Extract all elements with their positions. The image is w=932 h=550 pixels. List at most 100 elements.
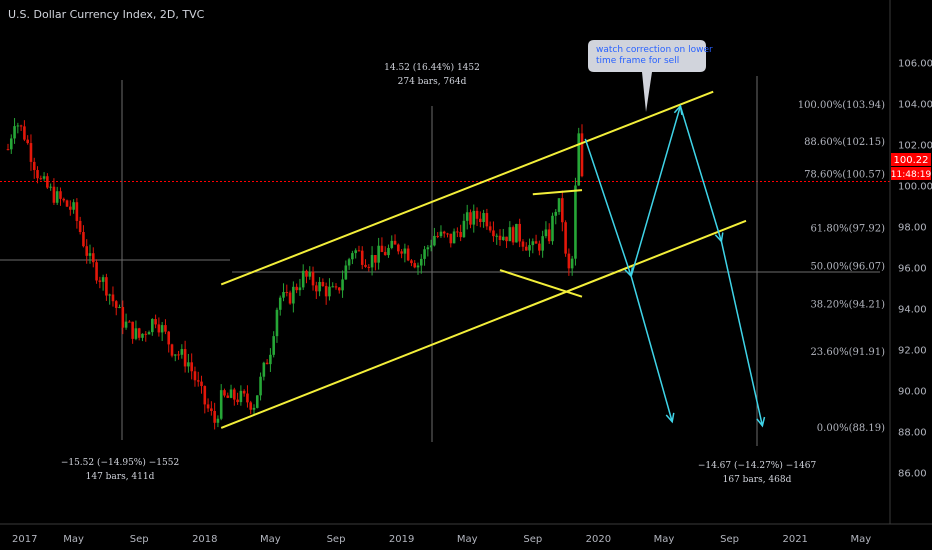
candle-body xyxy=(354,250,357,254)
candle-body xyxy=(456,231,459,233)
x-tick-label: 2017 xyxy=(12,534,37,545)
candle-body xyxy=(462,220,466,238)
candle-body xyxy=(452,231,456,244)
candle-body xyxy=(272,336,275,355)
last-price-badge: 100.22 11:48:19 xyxy=(891,153,932,180)
fib-level-label: 78.60%(100.57) xyxy=(804,169,885,180)
projection-branch-arrow xyxy=(665,412,675,424)
candle-body xyxy=(495,235,499,237)
last-price-box xyxy=(891,153,931,166)
candle-body xyxy=(433,235,436,246)
candle-body xyxy=(449,233,453,244)
candle-body xyxy=(367,266,371,268)
candle-body xyxy=(534,241,538,244)
candle-body xyxy=(88,253,92,256)
countdown-value: 11:48:19 xyxy=(891,170,932,180)
candle-body xyxy=(574,185,577,259)
y-tick-label: 94.00 xyxy=(898,305,927,316)
candle-body xyxy=(229,389,233,398)
candle-body xyxy=(292,286,295,304)
fib-level-label: 50.00%(96.07) xyxy=(810,262,885,273)
candle-body xyxy=(236,399,239,403)
x-tick-label: May xyxy=(63,534,84,545)
candle-body xyxy=(410,260,413,264)
candle-body xyxy=(13,126,16,139)
candle-body xyxy=(65,200,69,207)
candle-body xyxy=(557,198,561,212)
candle-body xyxy=(137,328,141,338)
y-tick-label: 88.00 xyxy=(898,428,927,439)
candle-body xyxy=(492,230,495,237)
candle-body xyxy=(55,191,59,203)
candle-body xyxy=(36,170,39,179)
candle-body xyxy=(141,333,144,338)
x-tick-label: May xyxy=(654,534,675,545)
candle-body xyxy=(219,390,223,419)
fib-level-label: 88.60%(102.15) xyxy=(804,137,885,148)
candle-body xyxy=(403,248,407,254)
candle-body xyxy=(128,321,131,323)
projection-arrow xyxy=(756,416,766,428)
channel-upper-line xyxy=(220,90,714,286)
time-axis[interactable]: 2017 May Sep 2018 May Sep 2019 May Sep 2020 May Sep… xyxy=(12,534,871,545)
candle-body xyxy=(301,270,305,288)
measurement-value: 14.52 (16.44%) 1452 xyxy=(384,62,480,73)
candle-body xyxy=(554,211,558,216)
candle-body xyxy=(364,264,367,267)
candle-body xyxy=(390,240,394,248)
candle-body xyxy=(262,362,266,377)
fib-level-label: 23.60%(91.91) xyxy=(810,347,885,358)
candle-body xyxy=(39,178,43,180)
candle-body xyxy=(239,390,243,403)
candle-body xyxy=(479,218,482,223)
candle-body xyxy=(111,294,115,302)
candle-body xyxy=(226,395,230,398)
candle-body xyxy=(567,253,571,269)
candle-body xyxy=(400,251,403,254)
candle-body xyxy=(295,286,298,291)
price-axis[interactable]: 106.00 104.00 102.00 100.00 98.00 96.00 94.00 9… xyxy=(898,59,932,480)
candle-body xyxy=(387,247,390,256)
candle-body xyxy=(508,227,512,242)
measurement-value: −14.67 (−14.27%) −1467 xyxy=(698,460,817,471)
measurement-bars: 274 bars, 764d xyxy=(398,77,467,87)
candle-body xyxy=(85,246,89,256)
candle-body xyxy=(580,133,584,177)
candle-body xyxy=(29,143,33,162)
candle-body xyxy=(82,232,85,247)
y-tick-label: 92.00 xyxy=(898,346,927,357)
candle-body xyxy=(315,285,318,292)
candle-body xyxy=(9,138,13,150)
candle-body xyxy=(147,332,151,335)
candle-body xyxy=(118,307,121,309)
candle-body xyxy=(374,255,377,263)
callout-note[interactable]: watch correction on lower time frame for… xyxy=(588,40,713,112)
candle-body xyxy=(377,245,380,263)
projection-segment xyxy=(679,105,723,242)
candle-body xyxy=(544,229,548,237)
projection-segment xyxy=(720,241,764,427)
callout-line-1: watch correction on lower xyxy=(596,45,713,55)
candle-body xyxy=(151,319,154,333)
candle-body xyxy=(380,245,384,252)
candle-body xyxy=(6,149,10,151)
candle-body xyxy=(288,292,292,304)
candle-body xyxy=(157,324,161,333)
triangle-top-line xyxy=(532,189,583,196)
candle-body xyxy=(459,231,462,238)
candle-body xyxy=(108,294,111,296)
x-tick-label: May xyxy=(260,534,281,545)
x-tick-label: 2020 xyxy=(586,534,611,545)
candles xyxy=(6,118,584,430)
candle-body xyxy=(180,349,184,355)
candle-body xyxy=(75,202,79,221)
candle-body xyxy=(16,125,20,127)
candle-body xyxy=(121,307,125,328)
y-tick-label: 102.00 xyxy=(898,141,932,152)
candle-body xyxy=(439,231,443,237)
candle-body xyxy=(397,244,400,252)
candle-body xyxy=(331,286,335,288)
candle-body xyxy=(341,279,344,291)
candle-body xyxy=(423,249,426,259)
